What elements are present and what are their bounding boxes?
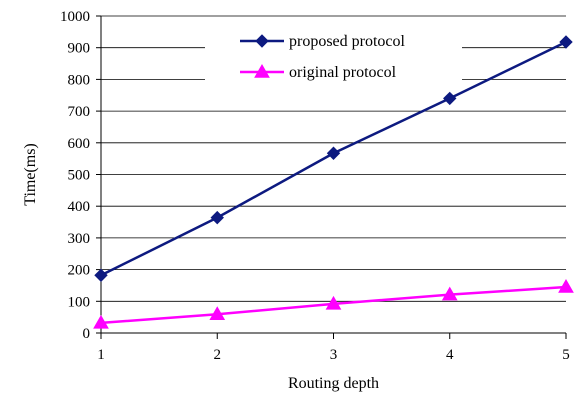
data-point [94, 268, 108, 283]
series-area [93, 35, 574, 329]
data-point [93, 314, 109, 329]
y-tick-label: 900 [68, 41, 91, 57]
data-point [443, 91, 457, 106]
data-point [441, 286, 458, 301]
x-axis-title: Routing depth [288, 375, 379, 392]
legend-entry: proposed protocol [240, 33, 406, 50]
legend-entry: original protocol [240, 63, 397, 81]
y-tick-label: 300 [68, 231, 91, 247]
legend-label: original protocol [289, 64, 397, 81]
data-point [558, 279, 574, 293]
y-tick-label: 600 [68, 136, 91, 152]
y-tick-label: 100 [68, 294, 91, 310]
x-tick-label: 5 [562, 347, 570, 363]
legend-marker [254, 63, 270, 78]
legend-label: proposed protocol [289, 33, 406, 50]
y-tick-label: 800 [68, 72, 91, 88]
x-tick-label: 3 [330, 347, 338, 363]
data-point [326, 146, 341, 160]
data-point [210, 210, 224, 225]
x-tick-label: 2 [214, 347, 222, 363]
y-tick-label: 0 [83, 326, 91, 342]
y-tick-label: 200 [68, 263, 91, 279]
data-point [559, 35, 573, 49]
y-tick-label: 500 [68, 168, 91, 184]
data-point [325, 295, 342, 310]
series-2 [93, 279, 574, 329]
axes: 0 100 200 300 400 500 600 700 800 900 1000 1 2 3 4 5 [60, 9, 570, 363]
series-1 [94, 35, 573, 283]
x-tick-label: 1 [97, 347, 105, 363]
legend: proposed protocol original protocol [240, 33, 406, 81]
y-axis-title: Time(ms) [22, 143, 39, 206]
x-tick-label: 4 [446, 347, 454, 363]
y-tick-label: 1000 [60, 9, 90, 25]
y-tick-label: 700 [68, 104, 91, 120]
y-tick-label: 400 [68, 199, 91, 215]
data-point [209, 306, 226, 321]
legend-marker [255, 34, 269, 48]
